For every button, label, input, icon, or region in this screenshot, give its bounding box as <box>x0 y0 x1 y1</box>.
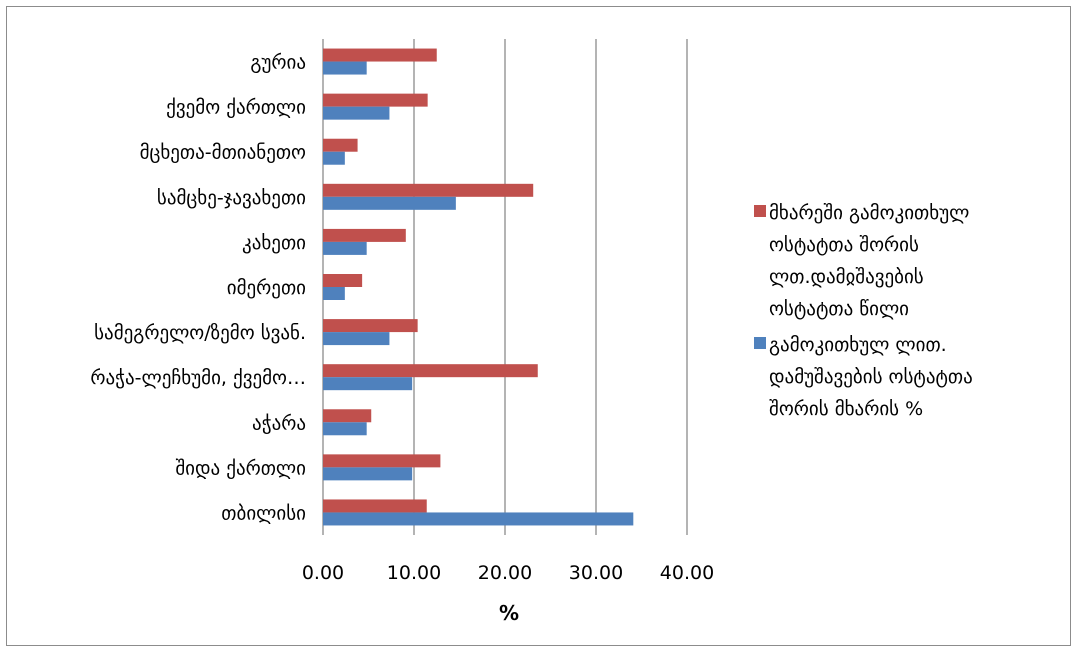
bar-series-1 <box>323 274 363 287</box>
bar-series-1 <box>323 138 358 152</box>
legend-label-series-2: შორის მხარის % <box>769 398 923 420</box>
bars <box>323 48 634 526</box>
bar-series-2 <box>323 151 345 165</box>
bar-series-2 <box>323 332 390 346</box>
legend-label-series-1: ოსტატთა წილი <box>769 298 909 320</box>
bar-series-2 <box>323 241 367 255</box>
bar-series-2 <box>323 377 413 391</box>
bar-series-1 <box>323 228 406 242</box>
bar-chart: გურია ქვემო ქართლი მცხეთა-მთიანეთო სამცხე-ჯ… <box>90 39 973 625</box>
gridlines <box>322 39 688 535</box>
legend-label-series-2: გამოკითხულ ლით. <box>769 334 947 356</box>
legend: მხარეში გამოკითხულ ოსტატთა შორის ლთ.დამჲშა… <box>754 202 973 420</box>
legend-label-series-1: ოსტატთა შორის <box>769 234 919 256</box>
category-label: შიდა ქართლი <box>175 457 306 479</box>
bar-series-2 <box>323 106 390 120</box>
chart-frame: გურია ქვემო ქართლი მცხეთა-მთიანეთო სამცხე-ჯ… <box>6 6 1071 646</box>
bar-series-1 <box>323 48 437 62</box>
bar-series-1 <box>323 319 418 333</box>
category-label: იმერეთი <box>227 277 306 299</box>
bar-series-2 <box>323 196 456 210</box>
legend-label-series-1: მხარეში გამოკითხულ <box>769 202 969 224</box>
bar-series-2 <box>323 422 367 436</box>
category-label: თბილისი <box>221 502 306 524</box>
x-tick-label: 0.00 <box>302 562 344 584</box>
bar-series-2 <box>323 467 413 481</box>
category-label: სამეგრელო/ზემო სვან. <box>94 322 306 344</box>
legend-label-series-1: ლთ.დამჲშავების <box>769 266 924 288</box>
category-label: რაჭა-ლეჩხუმი, ქვემო… <box>90 367 306 389</box>
bar-series-2 <box>323 61 367 75</box>
bar-series-1 <box>323 364 538 378</box>
x-tick-labels: 0.00 10.00 20.00 30.00 40.00 <box>302 562 714 584</box>
x-tick-label: 20.00 <box>478 562 532 584</box>
legend-label-series-2: დამუშავების ოსტატთა <box>769 366 973 388</box>
bar-series-2 <box>323 512 634 526</box>
bar-series-2 <box>323 287 345 300</box>
category-label: გურია <box>250 52 306 74</box>
category-label: მცხეთა-მთიანეთო <box>140 142 306 164</box>
x-tick-label: 10.00 <box>387 562 441 584</box>
bar-series-1 <box>323 409 372 423</box>
legend-swatch-series-2 <box>754 337 766 349</box>
x-tick-label: 30.00 <box>569 562 623 584</box>
category-labels: გურია ქვემო ქართლი მცხეთა-მთიანეთო სამცხე-ჯ… <box>90 52 306 525</box>
category-label: ქვემო ქართლი <box>166 97 306 119</box>
bar-series-1 <box>323 499 427 513</box>
category-label: კახეთი <box>242 232 306 254</box>
bar-series-1 <box>323 93 428 107</box>
x-tick-label: 40.00 <box>660 562 714 584</box>
category-label: აჭარა <box>252 412 306 434</box>
category-label: სამცხე-ჯავახეთი <box>157 187 306 209</box>
bar-series-1 <box>323 454 441 468</box>
legend-swatch-series-1 <box>754 205 766 217</box>
bar-series-1 <box>323 183 534 197</box>
x-axis-title: % <box>499 601 519 625</box>
